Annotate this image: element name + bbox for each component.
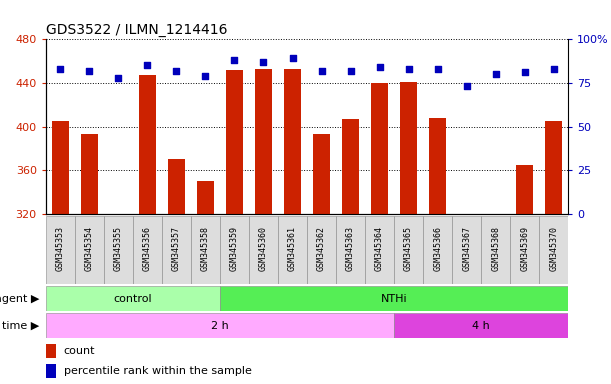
- Point: [288, 55, 298, 61]
- Bar: [429, 118, 446, 214]
- Text: GSM345356: GSM345356: [143, 226, 152, 271]
- Text: GSM345358: GSM345358: [201, 226, 210, 271]
- Text: GSM345355: GSM345355: [114, 226, 123, 271]
- Point: [114, 74, 123, 81]
- Bar: [481, 216, 510, 284]
- Bar: [46, 216, 75, 284]
- Bar: [284, 69, 301, 214]
- Point: [172, 68, 181, 74]
- Text: GSM345353: GSM345353: [56, 226, 65, 271]
- Bar: [249, 216, 278, 284]
- Text: GSM345365: GSM345365: [404, 226, 413, 271]
- Bar: [516, 165, 533, 214]
- Text: GSM345368: GSM345368: [491, 226, 500, 271]
- Bar: [75, 216, 104, 284]
- Point: [316, 68, 326, 74]
- Text: GSM345370: GSM345370: [549, 226, 558, 271]
- Text: control: control: [114, 294, 152, 304]
- Bar: [46, 344, 56, 358]
- Bar: [400, 82, 417, 214]
- Point: [84, 68, 94, 74]
- Bar: [81, 134, 98, 214]
- Bar: [191, 216, 220, 284]
- Point: [346, 68, 356, 74]
- Bar: [336, 216, 365, 284]
- Point: [375, 64, 384, 70]
- Bar: [394, 216, 423, 284]
- Text: GSM345360: GSM345360: [259, 226, 268, 271]
- Bar: [133, 216, 162, 284]
- Text: GSM345367: GSM345367: [462, 226, 471, 271]
- Point: [56, 66, 65, 72]
- Text: GSM345364: GSM345364: [375, 226, 384, 271]
- Text: 2 h: 2 h: [211, 321, 229, 331]
- Point: [462, 83, 472, 89]
- Text: agent ▶: agent ▶: [0, 294, 40, 304]
- Text: NTHi: NTHi: [381, 294, 408, 304]
- Text: GSM345366: GSM345366: [433, 226, 442, 271]
- Bar: [255, 69, 273, 214]
- Point: [520, 70, 530, 76]
- Bar: [167, 159, 185, 214]
- Bar: [394, 313, 568, 338]
- Point: [258, 59, 268, 65]
- Text: GDS3522 / ILMN_1214416: GDS3522 / ILMN_1214416: [46, 23, 227, 37]
- Bar: [510, 216, 540, 284]
- Bar: [423, 216, 452, 284]
- Bar: [46, 313, 394, 338]
- Bar: [540, 216, 568, 284]
- Point: [142, 62, 152, 68]
- Bar: [139, 75, 156, 214]
- Text: percentile rank within the sample: percentile rank within the sample: [64, 366, 252, 376]
- Bar: [278, 216, 307, 284]
- Text: time ▶: time ▶: [2, 321, 40, 331]
- Bar: [220, 216, 249, 284]
- Point: [404, 66, 414, 72]
- Bar: [452, 216, 481, 284]
- Point: [200, 73, 210, 79]
- Text: GSM345362: GSM345362: [317, 226, 326, 271]
- Text: GSM345369: GSM345369: [520, 226, 529, 271]
- Point: [549, 66, 558, 72]
- Bar: [46, 364, 56, 378]
- Text: GSM345354: GSM345354: [85, 226, 94, 271]
- Bar: [371, 83, 389, 214]
- Text: 4 h: 4 h: [472, 321, 490, 331]
- Bar: [545, 121, 562, 214]
- Point: [230, 57, 240, 63]
- Text: GSM345359: GSM345359: [230, 226, 239, 271]
- Text: GSM345363: GSM345363: [346, 226, 355, 271]
- Text: GSM345357: GSM345357: [172, 226, 181, 271]
- Point: [433, 66, 442, 72]
- Text: GSM345361: GSM345361: [288, 226, 297, 271]
- Point: [491, 71, 500, 77]
- Text: count: count: [64, 346, 95, 356]
- Bar: [162, 216, 191, 284]
- Bar: [307, 216, 336, 284]
- Bar: [220, 286, 568, 311]
- Bar: [342, 119, 359, 214]
- Bar: [313, 134, 330, 214]
- Bar: [46, 286, 220, 311]
- Bar: [51, 121, 69, 214]
- Bar: [365, 216, 394, 284]
- Bar: [104, 216, 133, 284]
- Bar: [226, 70, 243, 214]
- Bar: [197, 181, 214, 214]
